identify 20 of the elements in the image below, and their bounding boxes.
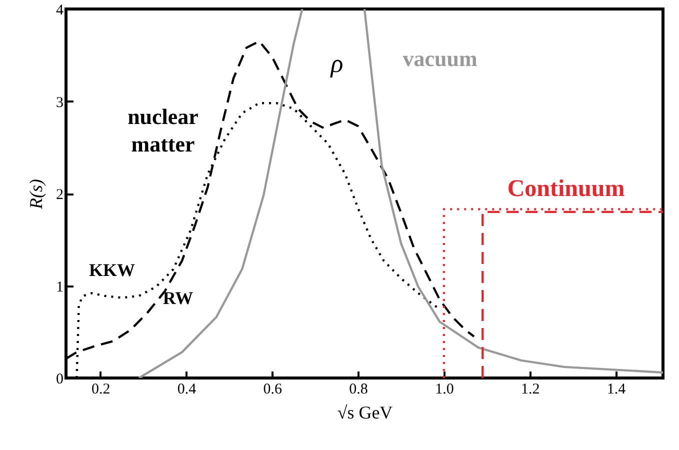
annotation: ρ (330, 49, 344, 78)
y-tick-label: 0 (56, 372, 64, 388)
x-tick-label: 0.2 (91, 382, 110, 398)
series-label: Continuum (507, 176, 625, 202)
x-axis-title: √s GeV (337, 402, 393, 422)
y-axis-title: R(s) (26, 179, 46, 210)
y-tick-label: 3 (56, 94, 64, 111)
x-tick-label: 1.4 (606, 382, 626, 398)
x-tick-label: 0.6 (263, 382, 283, 398)
y-tick-label: 2 (56, 187, 64, 203)
y-tick-label: 4 (56, 2, 64, 18)
series-label: vacuum (402, 46, 478, 71)
x-tick-label: 1.0 (435, 382, 454, 398)
series-label: RW (162, 288, 194, 308)
x-tick-label: 0.8 (349, 382, 368, 398)
annotation: nuclear matter (128, 104, 199, 156)
y-tick-label: 1 (56, 279, 64, 296)
x-tick-label: 1.2 (520, 382, 540, 398)
series-label: KKW (88, 260, 136, 280)
x-tick-label: 0.4 (177, 382, 197, 398)
